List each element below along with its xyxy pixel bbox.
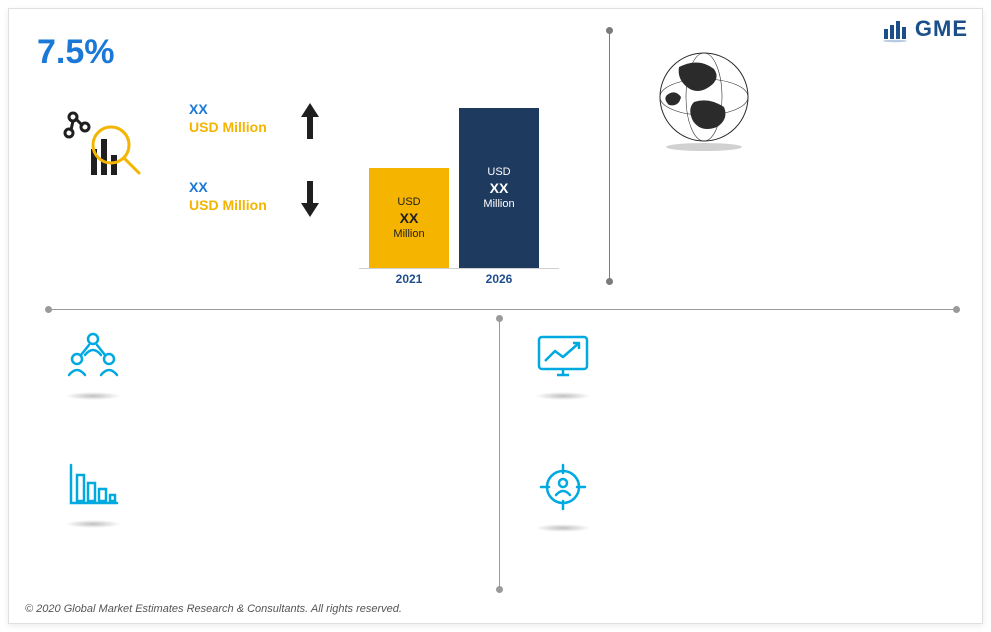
- metric-high-value: XX: [189, 101, 267, 117]
- metric-low-unit: USD Million: [189, 197, 267, 213]
- arrow-up-icon: [299, 101, 319, 146]
- metric-low-value: XX: [189, 179, 267, 195]
- bar-2021: USD XX Million 2021: [369, 168, 449, 268]
- bar-2021-currency: USD: [397, 196, 420, 208]
- logo-text: GME: [915, 16, 968, 42]
- arrow-down-icon: [299, 179, 319, 224]
- copyright-footer: © 2020 Global Market Estimates Research …: [25, 603, 402, 615]
- lower-vertical-separator: [499, 319, 500, 589]
- infographic-card: GME 7.5% XX USD Million XX USD: [8, 8, 983, 624]
- metric-low: XX USD Million: [189, 179, 267, 213]
- top-vertical-separator: [609, 31, 610, 281]
- chart-x-axis: [359, 268, 559, 269]
- bar-2026-currency: USD: [487, 166, 510, 178]
- market-size-bar-chart: USD XX Million 2021 USD XX Million 2026: [359, 79, 559, 289]
- market-analysis-icon: [59, 105, 147, 198]
- logo-mark-icon: [881, 15, 909, 43]
- bar-2021-year-label: 2021: [369, 272, 449, 286]
- bar-chart-icon: [63, 459, 123, 528]
- bar-2026-year-label: 2026: [459, 272, 539, 286]
- monitor-trend-icon: [533, 331, 593, 400]
- metric-high: XX USD Million: [189, 101, 267, 135]
- bar-2026-unit: Million: [483, 198, 514, 210]
- metric-high-unit: USD Million: [189, 119, 267, 135]
- bar-2026: USD XX Million 2026: [459, 108, 539, 268]
- bar-2021-value: XX: [400, 210, 419, 226]
- globe-icon: [649, 47, 759, 162]
- bar-2021-unit: Million: [393, 228, 424, 240]
- brand-logo: GME: [881, 15, 968, 43]
- bar-2026-value: XX: [490, 180, 509, 196]
- horizontal-separator: [49, 309, 956, 310]
- people-network-icon: [63, 331, 123, 400]
- target-person-icon: [533, 459, 593, 532]
- cagr-value: 7.5%: [37, 33, 115, 72]
